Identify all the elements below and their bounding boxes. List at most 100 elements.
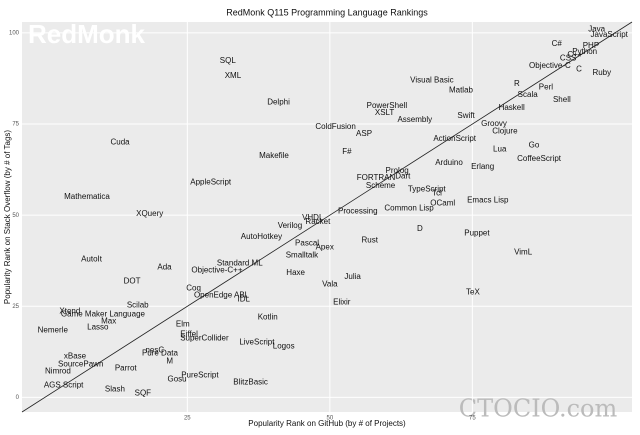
point-label: OpenEdge ABL	[194, 290, 250, 299]
reference-line	[21, 21, 633, 413]
point-label: TeX	[466, 288, 480, 297]
point-label: AutoHotkey	[241, 232, 282, 241]
y-tick-label: 25	[12, 304, 19, 310]
point-label: Python	[572, 47, 597, 56]
point-label: Java	[588, 24, 605, 33]
point-label: Scheme	[366, 181, 396, 190]
point-label: Game Maker Language	[61, 309, 146, 318]
point-label: D	[417, 224, 423, 233]
point-label: DOT	[124, 276, 141, 285]
point-label: ActionScript	[433, 134, 476, 143]
point-label: SourcePawn	[58, 359, 103, 368]
point-label: Assembly	[397, 115, 432, 124]
watermark: CTOCIO.com	[459, 395, 618, 423]
point-label: C++	[567, 50, 582, 59]
point-label: Matlab	[449, 85, 474, 94]
point-label: Puppet	[464, 229, 490, 238]
point-label: Erlang	[471, 162, 494, 171]
point-label: Swift	[457, 111, 475, 120]
point-label: Pure Data	[142, 348, 179, 357]
point-label: C	[576, 64, 582, 73]
point-label: CSS	[560, 54, 576, 63]
watermark: RedMonk	[28, 19, 146, 49]
point-label: Makefile	[259, 151, 289, 160]
point-label: R	[514, 79, 520, 88]
point-label: Pascal	[295, 238, 319, 247]
point-label: Scilab	[127, 300, 149, 309]
point-label: Gosu	[168, 375, 187, 384]
point-label: AppleScript	[190, 177, 232, 186]
point-label: Lasso	[87, 323, 109, 332]
point-label: Scala	[518, 90, 539, 99]
point-label: TypeScript	[408, 184, 447, 193]
point-label: Mathematica	[64, 192, 110, 201]
point-label: Shell	[553, 95, 571, 104]
chart-title: RedMonk Q115 Programming Language Rankin…	[226, 7, 428, 17]
point-label: Nimrod	[45, 367, 71, 376]
point-label: Ruby	[592, 68, 611, 77]
point-label: AGS Script	[44, 381, 84, 390]
point-label: VHDL	[302, 213, 324, 222]
point-label: Ada	[157, 262, 172, 271]
point-label: Common Lisp	[384, 203, 434, 212]
point-label: Haskell	[499, 103, 525, 112]
point-label: XSLT	[375, 108, 395, 117]
point-label: Slash	[105, 385, 125, 394]
y-tick-label: 0	[16, 395, 20, 401]
point-label: Tcl	[432, 188, 442, 197]
point-label: Haxe	[286, 268, 305, 277]
point-label: PHP	[583, 41, 599, 50]
point-label: Apex	[316, 242, 334, 251]
point-label: Visual Basic	[410, 75, 453, 84]
y-tick-label: 75	[12, 122, 19, 128]
point-label: Prolog	[386, 166, 409, 175]
point-label: SQL	[220, 56, 237, 65]
point-label: Vala	[322, 280, 338, 289]
x-axis-label: Popularity Rank on GitHub (by # of Proje…	[248, 419, 406, 428]
point-label: Groovy	[481, 119, 507, 128]
point-label: JavaScript	[591, 30, 629, 39]
point-label: CoffeeScript	[517, 154, 562, 163]
point-label: Lua	[493, 144, 507, 153]
point-label: Clojure	[492, 126, 518, 135]
point-label: Go	[529, 140, 540, 149]
point-label: SQF	[135, 389, 152, 398]
x-tick-label: 75	[469, 416, 476, 422]
y-axis-label: Popularity Rank on Stack Overflow (by # …	[3, 130, 12, 304]
point-label: Smalltalk	[286, 250, 319, 259]
point-label: Julia	[344, 272, 361, 281]
point-label: Arduino	[435, 158, 463, 167]
y-tick-label: 100	[9, 31, 20, 37]
point-label: Elixir	[333, 297, 351, 306]
point-label: Eiffel	[180, 329, 198, 338]
point-label: SuperCollider	[180, 333, 229, 342]
point-label: Objective-C++	[191, 265, 242, 274]
point-label: Kotlin	[258, 312, 278, 321]
point-label: LiveScript	[239, 337, 275, 346]
point-label: AutoIt	[81, 254, 103, 263]
point-label: Verilog	[278, 221, 302, 230]
point-label: Cuda	[110, 137, 130, 146]
point-label: XML	[225, 71, 242, 80]
point-label: Perl	[539, 83, 553, 92]
point-label: Elm	[176, 320, 190, 329]
point-label: F#	[342, 147, 352, 156]
point-label: Rust	[362, 235, 379, 244]
point-label: Parrot	[115, 363, 138, 372]
point-label: Coq	[186, 284, 201, 293]
point-label: Nemerle	[38, 325, 69, 334]
point-label: IDL	[238, 294, 251, 303]
point-label: xBase	[64, 351, 87, 360]
point-label: FORTRAN	[357, 173, 396, 182]
point-label: Processing	[338, 206, 378, 215]
point-label: BlitzBasic	[233, 378, 268, 387]
point-label: Racket	[305, 217, 331, 226]
point-label: Xtend	[59, 307, 80, 316]
point-label: Dart	[395, 171, 411, 180]
x-tick-label: 25	[184, 416, 191, 422]
point-label: PureScript	[181, 371, 219, 380]
point-label: Emacs Lisp	[467, 195, 509, 204]
point-label: PowerShell	[367, 101, 408, 110]
point-label: Standard ML	[217, 258, 263, 267]
